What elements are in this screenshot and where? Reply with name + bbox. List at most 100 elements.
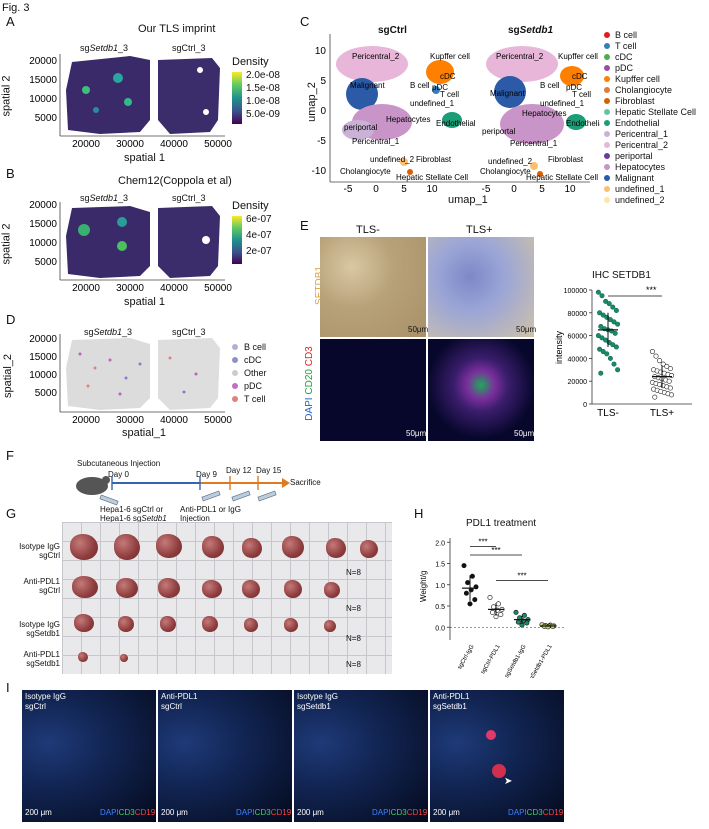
panel-c-cl-kupffer-left: Kupffer cell (430, 52, 470, 61)
panel-f-timeline (76, 476, 290, 506)
tumor (202, 580, 222, 598)
panel-f-day12: Day 12 (226, 466, 252, 475)
e-point (667, 385, 673, 391)
h-point (487, 595, 493, 601)
panel-a-tissue-2 (158, 58, 220, 134)
panel-c-legend-item: undefined_1 (604, 184, 696, 195)
tumor (326, 538, 346, 558)
e-point (615, 367, 621, 373)
e-point (612, 330, 618, 336)
panel-c-ytick-1: 10 (315, 46, 327, 57)
panel-b-legend-tick-1: 6e-07 (246, 214, 272, 225)
panel-c-umap-ctrl (336, 46, 462, 175)
e-point (600, 312, 606, 318)
panel-c-legend-item: B cell (604, 30, 696, 41)
panel-b-sample2: sgCtrl_3 (172, 193, 206, 203)
e-point (600, 349, 606, 355)
panel-e-scale-1: 50μm (408, 325, 429, 334)
h-ytick-label: 2.0 (435, 540, 445, 547)
panel-a-sample2: sgCtrl_3 (172, 43, 206, 53)
syringe-icon (99, 494, 119, 506)
panel-c-cl-tcell-right: T cell (572, 90, 591, 99)
tumor (202, 616, 218, 632)
tumor (74, 614, 94, 632)
tumor (324, 582, 340, 598)
panel-c-title-2: sgSetdb1 (508, 25, 554, 36)
panel-h-ylabel: Weight/g (419, 571, 428, 602)
h-xcat-label: sgSetdb1-IgG (504, 644, 528, 678)
e-point (657, 358, 663, 364)
panel-a-legend-title: Density (232, 56, 269, 68)
h-point (521, 612, 527, 618)
tumor (116, 578, 138, 598)
panel-c-cl-malignant-left: Malignant (350, 81, 385, 90)
panel-a-tissue-1 (66, 56, 150, 134)
panel-c-cl-pericentral2-left: Pericentral_2 (352, 52, 400, 61)
h-point (463, 590, 469, 596)
panel-e-ihc-tls-minus (320, 237, 426, 337)
panel-c-xtick-8: 10 (564, 184, 576, 194)
e-point (597, 346, 603, 352)
panel-c-cl-pericentral1-left: Pericentral_1 (352, 137, 400, 146)
panel-h-title: PDL1 treatment (466, 518, 537, 529)
panel-d-label: D (6, 312, 16, 327)
panel-b-ytick-2: 15000 (29, 219, 57, 230)
tumor (242, 580, 260, 598)
panel-c-legend-item: cDC (604, 52, 696, 63)
panel-a-plot: 20000 30000 40000 50000 20000 15000 1000… (29, 54, 232, 150)
e-point (595, 333, 601, 339)
panel-b-ylabel: spatial 2 (0, 223, 13, 265)
e-point (598, 323, 604, 329)
panel-a-legend-tick-4: 5.0e-09 (246, 109, 280, 120)
panel-d-legend-item: B cell (232, 342, 267, 355)
panel-c-xtick-5: -5 (482, 184, 491, 194)
syringe-icon (231, 490, 251, 502)
white-arrow-icon: ➤ (504, 776, 513, 787)
e-ytick-label: 80000 (568, 311, 588, 318)
panel-a-xtick-3: 40000 (160, 139, 188, 150)
panel-c-legend-item: Hepatocytes (604, 162, 696, 173)
panel-g-photo: N=8 N=8 N=8 N=8 (62, 522, 392, 674)
timeline-arrow-icon (282, 478, 290, 488)
panel-c-cl-periportal-right: periportal (482, 127, 516, 136)
panel-a-ytick-1: 20000 (29, 56, 57, 67)
tumor (120, 654, 128, 662)
panel-c-cl-pdc-right: pDC (566, 83, 582, 92)
panel-c-cl-fibro-left: Fibroblast (416, 155, 452, 164)
panel-e-if-tls-plus (428, 339, 534, 441)
e-point (667, 366, 673, 372)
panel-e-xcat-1: TLS- (597, 408, 619, 419)
panel-g-row4-label: Anti-PDL1 sgSetdb1 (23, 650, 60, 668)
panel-b-tissue-2 (158, 206, 220, 278)
panel-c-cl-kupffer-right: Kupffer cell (558, 52, 598, 61)
panel-d-plot: 20000 30000 40000 50000 20000 15000 1000… (29, 334, 232, 426)
panel-a-legend-tick-3: 1.0e-08 (246, 96, 280, 107)
panel-b-xtick-2: 30000 (116, 283, 144, 294)
panel-d-cell-dots (78, 352, 198, 396)
panel-c-cl-cdc-right: cDC (572, 72, 588, 81)
panel-g-n-row4: N=8 (346, 660, 361, 669)
panel-f-day15: Day 15 (256, 466, 282, 475)
h-ytick-label: 0.0 (435, 625, 445, 632)
panel-h-label: H (414, 506, 424, 521)
tumor (242, 538, 262, 558)
panel-d-xtick-1: 20000 (72, 415, 100, 426)
panel-e-scale-2: 50μm (516, 325, 537, 334)
panel-g-n-row2: N=8 (346, 604, 361, 613)
panel-b-legend-tick-3: 2e-07 (246, 246, 272, 257)
panel-b-ytick-4: 5000 (35, 257, 58, 268)
panel-c-legend-item: periportal (604, 151, 696, 162)
mouse-icon (76, 477, 108, 495)
e-ytick-label: 0 (583, 402, 587, 409)
tumor (202, 536, 224, 558)
panel-g-row3-label: Isotype IgG sgSetdb1 (19, 620, 60, 638)
panel-c-cl-endothelial-right: Endothelial (566, 119, 600, 128)
panel-d-legend-item: cDC (232, 355, 267, 368)
panel-f-antipdl1-1: Anti-PDL1 or IgG (180, 505, 241, 514)
panel-b-ytick-3: 10000 (29, 238, 57, 249)
panel-c-cl-pdc-left: pDC (432, 83, 448, 92)
h-point (461, 563, 467, 569)
panel-a-colorbar (232, 72, 242, 124)
e-point (615, 321, 621, 327)
